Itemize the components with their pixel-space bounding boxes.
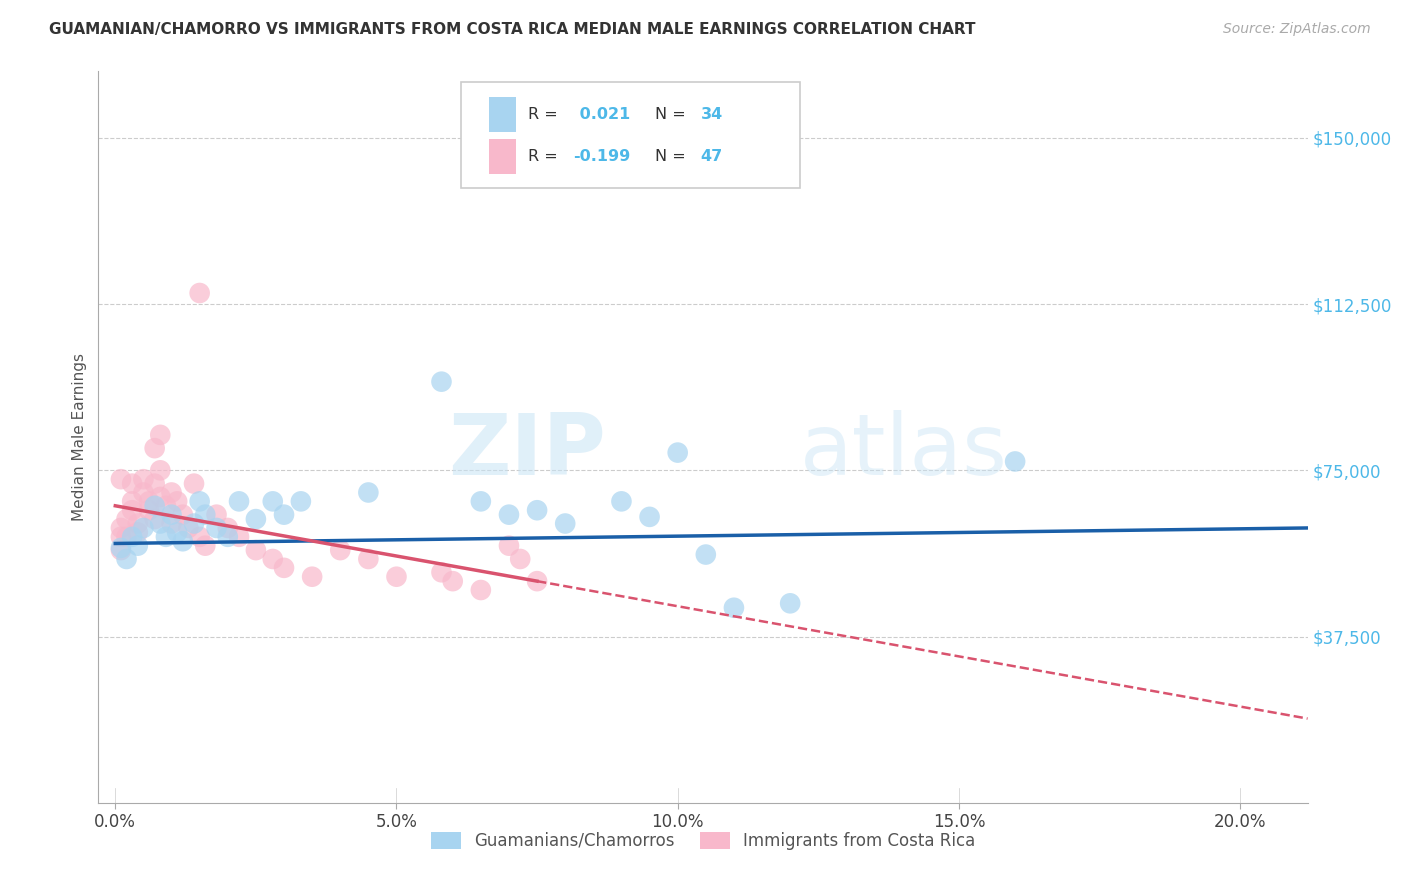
Point <box>498 508 520 522</box>
Point <box>127 539 149 553</box>
Point <box>430 566 453 580</box>
Point <box>526 503 548 517</box>
Point <box>430 375 453 389</box>
Text: Source: ZipAtlas.com: Source: ZipAtlas.com <box>1223 22 1371 37</box>
FancyBboxPatch shape <box>461 82 800 188</box>
Point <box>329 543 352 558</box>
Point <box>357 552 380 566</box>
Point <box>779 596 801 610</box>
Point <box>166 494 188 508</box>
Point <box>121 494 143 508</box>
Point <box>172 508 194 522</box>
Point <box>115 512 138 526</box>
Point <box>290 494 312 508</box>
Text: N =: N = <box>655 149 690 164</box>
Point <box>217 530 239 544</box>
Point <box>177 521 200 535</box>
Point <box>160 508 183 522</box>
Point <box>217 521 239 535</box>
Point <box>228 494 250 508</box>
Point <box>127 525 149 540</box>
Point <box>188 530 211 544</box>
Point <box>245 543 267 558</box>
Text: GUAMANIAN/CHAMORRO VS IMMIGRANTS FROM COSTA RICA MEDIAN MALE EARNINGS CORRELATIO: GUAMANIAN/CHAMORRO VS IMMIGRANTS FROM CO… <box>49 22 976 37</box>
Text: R =: R = <box>527 149 562 164</box>
Point <box>357 485 380 500</box>
Point <box>228 530 250 544</box>
Point <box>110 541 132 555</box>
Point <box>132 472 155 486</box>
Point <box>498 539 520 553</box>
Point <box>262 552 284 566</box>
Point <box>121 476 143 491</box>
Point <box>666 445 689 459</box>
Text: -0.199: -0.199 <box>574 149 631 164</box>
Point <box>115 552 138 566</box>
Text: R =: R = <box>527 107 562 122</box>
Point <box>127 516 149 531</box>
Point <box>188 494 211 508</box>
Point <box>273 508 295 522</box>
Point <box>205 521 228 535</box>
Point <box>121 503 143 517</box>
Point <box>143 441 166 455</box>
Legend: Guamanians/Chamorros, Immigrants from Costa Rica: Guamanians/Chamorros, Immigrants from Co… <box>425 825 981 856</box>
Point <box>610 494 633 508</box>
Point <box>695 548 717 562</box>
Text: 34: 34 <box>700 107 723 122</box>
Point <box>245 512 267 526</box>
Point <box>110 472 132 486</box>
Point <box>132 521 155 535</box>
FancyBboxPatch shape <box>489 97 516 132</box>
Point <box>441 574 464 589</box>
Point <box>262 494 284 508</box>
Y-axis label: Median Male Earnings: Median Male Earnings <box>72 353 87 521</box>
Point <box>155 530 177 544</box>
Point <box>301 570 323 584</box>
Point <box>160 485 183 500</box>
Point <box>723 600 745 615</box>
Point <box>110 521 132 535</box>
Point <box>470 582 492 597</box>
Point <box>115 530 138 544</box>
Point <box>205 508 228 522</box>
Point <box>1004 454 1026 468</box>
Point <box>509 552 531 566</box>
Point <box>638 509 661 524</box>
Point <box>194 539 217 553</box>
Point <box>554 516 576 531</box>
FancyBboxPatch shape <box>489 138 516 174</box>
Point <box>110 543 132 558</box>
Point <box>166 525 188 540</box>
Point <box>160 516 183 531</box>
Text: 47: 47 <box>700 149 723 164</box>
Point <box>110 530 132 544</box>
Point <box>526 574 548 589</box>
Point <box>155 499 177 513</box>
Point <box>132 485 155 500</box>
Point <box>149 463 172 477</box>
Point <box>143 499 166 513</box>
Point <box>149 428 172 442</box>
Point <box>188 285 211 300</box>
Point <box>194 508 217 522</box>
Point <box>385 570 408 584</box>
Point <box>121 530 143 544</box>
Text: atlas: atlas <box>800 410 1008 493</box>
Point <box>470 494 492 508</box>
Point <box>149 516 172 531</box>
Point <box>172 534 194 549</box>
Point <box>183 476 205 491</box>
Point <box>149 490 172 504</box>
Point <box>138 503 160 517</box>
Point <box>138 494 160 508</box>
Text: N =: N = <box>655 107 690 122</box>
Point <box>143 512 166 526</box>
Text: 0.021: 0.021 <box>574 107 630 122</box>
Point <box>143 476 166 491</box>
Text: ZIP: ZIP <box>449 410 606 493</box>
Point <box>183 516 205 531</box>
Point <box>273 561 295 575</box>
